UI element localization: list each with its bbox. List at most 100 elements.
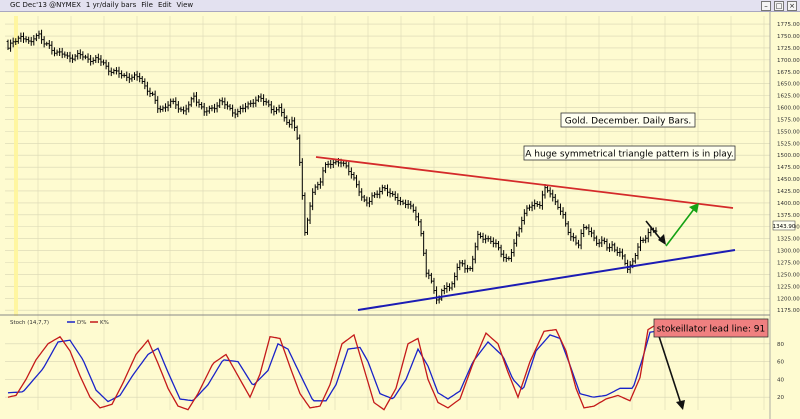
- price-tick-label: 1300.00: [777, 249, 800, 255]
- price-tick-label: 1450.00: [777, 177, 800, 183]
- ohlc-bar: [269, 101, 273, 114]
- price-tick-label: 1525.00: [777, 141, 800, 147]
- ohlc-bar: [556, 199, 560, 210]
- ohlc-bar: [448, 283, 451, 292]
- ohlc-bar: [285, 115, 289, 125]
- ohlc-bar: [293, 117, 296, 131]
- ohlc-bar: [499, 244, 503, 258]
- ohlc-bar: [566, 221, 570, 236]
- ohlc-bar: [135, 70, 139, 81]
- ohlc-bar: [401, 199, 405, 206]
- price-tick-label: 1625.00: [777, 94, 800, 100]
- ohlc-bar: [597, 239, 601, 248]
- menu-file[interactable]: File: [141, 1, 153, 9]
- ohlc-bar: [148, 87, 152, 98]
- ohlc-bar: [138, 72, 142, 83]
- ohlc-bar: [360, 188, 364, 201]
- minimize-icon[interactable]: –: [761, 1, 771, 11]
- ohlc-bar: [213, 103, 216, 113]
- ohlc-bar: [303, 192, 307, 236]
- window-controls: – □ ×: [761, 1, 797, 11]
- pattern-annotation-text: A huge symmetrical triangle pattern is i…: [525, 150, 733, 160]
- ohlc-bar: [257, 95, 260, 103]
- ohlc-bar: [414, 206, 418, 221]
- ohlc-bar: [218, 98, 222, 108]
- ohlc-bar: [215, 102, 219, 113]
- ohlc-bar: [76, 50, 80, 60]
- ohlc-bar: [236, 108, 240, 118]
- ohlc-bar: [298, 134, 302, 166]
- ohlc-bar: [422, 230, 426, 257]
- stoch-tick-label: 20: [777, 395, 784, 401]
- ohlc-bar: [484, 234, 488, 244]
- highlight-band: [14, 16, 18, 316]
- ohlc-bar: [24, 36, 28, 43]
- ohlc-bar: [535, 201, 539, 207]
- period-selector[interactable]: 1 yr/daily bars: [85, 1, 137, 9]
- ohlc-bar: [370, 192, 374, 205]
- support-trendline: [357, 249, 736, 311]
- ohlc-bar: [228, 104, 232, 111]
- ohlc-bar: [202, 102, 206, 116]
- ohlc-bar: [246, 101, 250, 110]
- ohlc-bar: [189, 96, 193, 107]
- price-tick-label: 1775.00: [777, 22, 800, 28]
- symbol-selector[interactable]: GC Dec'13 @NYMEX: [10, 1, 81, 9]
- ohlc-bar: [424, 249, 428, 278]
- down-arrow: [645, 220, 666, 245]
- maximize-icon[interactable]: □: [774, 1, 784, 11]
- ohlc-bar: [73, 53, 77, 62]
- last-price-label: 1343.90: [773, 224, 796, 230]
- menu-edit[interactable]: Edit: [157, 1, 172, 9]
- title-annotation-text: Gold. December. Daily Bars.: [565, 117, 692, 127]
- ohlc-bar: [453, 272, 457, 288]
- ohlc-bar: [171, 98, 175, 105]
- ohlc-bar: [324, 162, 327, 174]
- ohlc-bar: [34, 33, 38, 42]
- ohlc-bar: [571, 232, 575, 242]
- ohlc-bar: [466, 264, 469, 273]
- ohlc-bar: [53, 47, 56, 57]
- ohlc-bar: [37, 30, 41, 39]
- ohlc-bar: [380, 184, 384, 195]
- ohlc-bar: [9, 39, 12, 52]
- price-tick-label: 1725.00: [777, 46, 800, 52]
- ohlc-bar: [313, 184, 317, 195]
- ohlc-bar: [238, 105, 242, 115]
- ohlc-bar: [262, 94, 265, 106]
- ohlc-bar: [344, 160, 348, 169]
- ohlc-bar: [264, 98, 268, 106]
- ohlc-bar: [528, 204, 531, 211]
- ohlc-bar: [60, 47, 64, 59]
- ohlc-bar: [623, 253, 627, 266]
- ohlc-bar: [406, 200, 410, 209]
- ohlc-bar: [16, 35, 20, 44]
- ohlc-bar: [587, 224, 591, 236]
- close-icon[interactable]: ×: [787, 1, 797, 11]
- ohlc-bar: [308, 202, 312, 224]
- ohlc-bar: [91, 57, 95, 65]
- ohlc-bar: [399, 196, 402, 206]
- ohlc-bar: [244, 102, 247, 113]
- ohlc-bar: [251, 99, 255, 108]
- title-annotation: Gold. December. Daily Bars.: [560, 112, 696, 128]
- ohlc-bar: [393, 191, 397, 201]
- price-tick-label: 1250.00: [777, 272, 800, 278]
- ohlc-bar: [355, 174, 358, 188]
- ohlc-bar: [231, 104, 235, 117]
- ohlc-bar: [125, 71, 129, 82]
- ohlc-bar: [130, 74, 134, 82]
- ohlc-bar: [122, 73, 126, 78]
- price-tick-label: 1700.00: [777, 58, 800, 64]
- ohlc-bar: [569, 228, 573, 241]
- ohlc-bar: [29, 36, 33, 46]
- ohlc-bar: [32, 35, 36, 46]
- ohlc-bar: [564, 211, 568, 227]
- menu-view[interactable]: View: [176, 1, 194, 9]
- price-tick-label: 1600.00: [777, 106, 800, 112]
- ohlc-bar: [602, 237, 606, 245]
- ohlc-bar: [386, 184, 389, 197]
- ohlc-bar: [22, 32, 25, 43]
- ohlc-bar: [352, 171, 356, 181]
- stochastic-lines: [7, 325, 659, 411]
